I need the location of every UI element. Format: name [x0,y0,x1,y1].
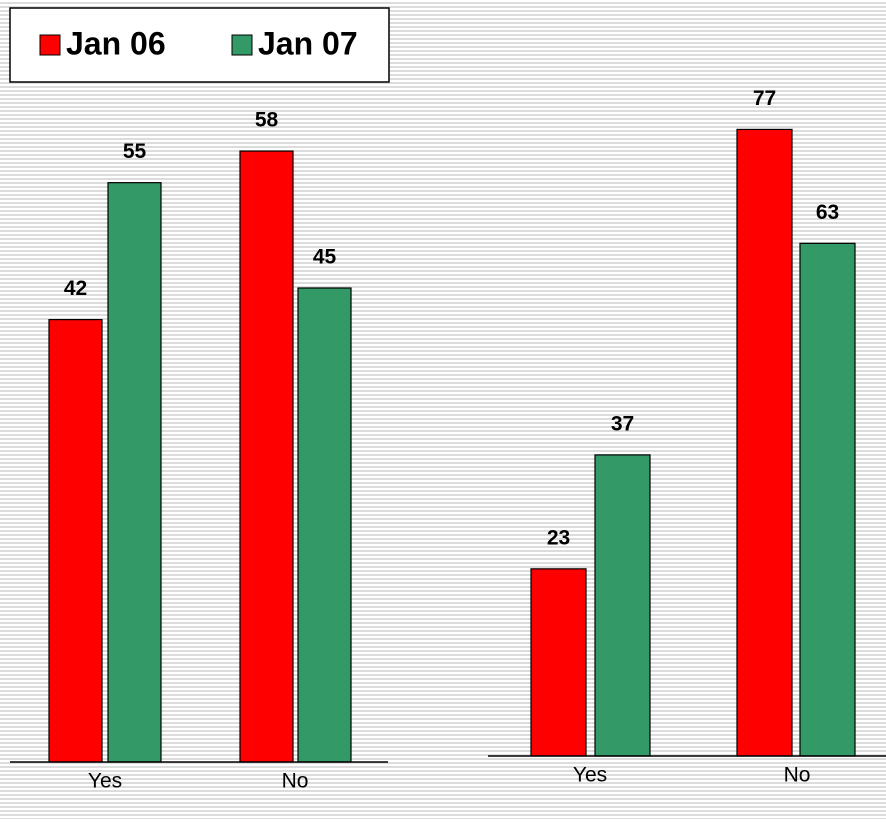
bar [297,287,352,763]
value-label: 45 [313,246,337,269]
bar [48,319,103,763]
value-label: 23 [547,526,570,549]
bar [594,454,651,757]
value-label: 77 [753,87,776,110]
value-label: 55 [123,140,147,163]
bar [799,242,856,757]
bar [530,568,587,757]
value-label: 37 [611,412,634,435]
x-tick-label: Yes [573,764,607,787]
legend-swatch [231,34,253,56]
value-label: 42 [64,277,87,300]
x-tick-label: Yes [88,770,122,793]
value-label: 63 [816,201,839,224]
legend-swatch [39,34,61,56]
bar [239,150,294,763]
bar [107,182,162,763]
bar [736,128,793,757]
legend-label: Jan 07 [258,25,358,61]
x-tick-label: No [282,770,309,793]
value-label: 58 [255,109,279,132]
legend-label: Jan 06 [66,25,166,61]
legend [9,7,390,83]
x-tick-label: No [784,764,811,787]
